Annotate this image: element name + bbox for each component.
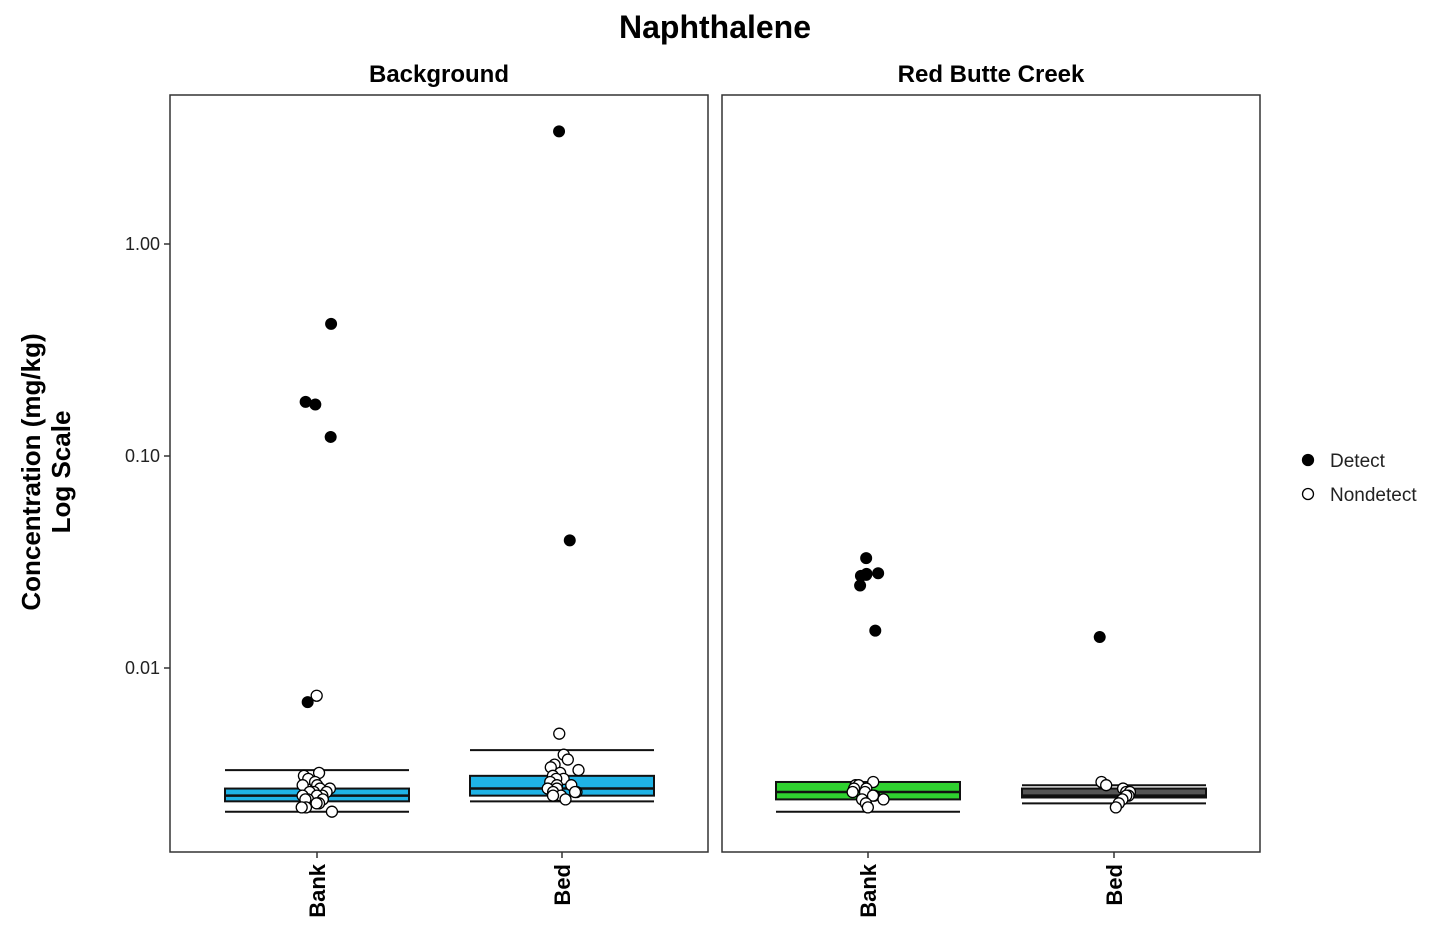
detect-point [301,696,314,709]
nondetect-point [1109,801,1123,814]
legend-nondetect-marker [1301,487,1315,501]
detect-point [325,317,338,330]
detect-point [869,624,882,637]
detect-point [872,567,885,580]
nondetect-point [877,793,890,806]
nondetect-point [568,785,582,799]
group-bed: Bed [469,125,655,906]
panel-title: Red Butte Creek [898,61,1085,88]
detect-point [563,534,576,547]
y-axis-label: Concentration (mg/kg) Log Scale [16,333,76,610]
nondetect-point [310,797,323,810]
x-tick-label: Bank [856,863,881,918]
legend-nondetect-label: Nondetect [1330,485,1417,506]
detect-point [324,430,337,443]
y-axis-label-line1: Concentration (mg/kg) [16,333,46,610]
panel-frame [721,94,1261,853]
chart-title: Naphthalene [619,9,811,45]
group-bank: Bank [224,317,410,918]
legend-detect-label: Detect [1330,451,1386,472]
x-tick-label: Bed [550,864,575,906]
nondetect-point [559,793,572,806]
nondetect-point [1100,779,1113,792]
x-tick-label: Bed [1102,864,1127,906]
nondetect-point [553,727,566,740]
legend: Detect Nondetect [1301,451,1417,506]
panel-title: Background [369,61,509,88]
nondetect-point [572,763,585,777]
panel-1: Red Butte Creek Bank Bed [721,61,1261,918]
x-tick-label: Bank [305,863,330,918]
box [1021,787,1207,799]
nondetect-point [546,789,560,802]
detect-point [854,579,867,592]
y-axis-label-line2: Log Scale [46,411,76,534]
nondetect-point [310,689,323,702]
y-tick-label: 0.10 [125,446,160,466]
y-tick-label: 1.00 [125,234,160,254]
group-bed: Bed [1021,631,1207,906]
legend-detect-marker [1301,453,1315,467]
nondetect-point [861,801,875,814]
panel-0: Background 1.00 0.10 0.01 Bank Bed [125,61,709,918]
panel-frame [169,94,709,853]
detect-point [309,398,322,411]
group-bank: Bank [775,552,961,918]
detect-point [860,552,873,565]
detect-point [1093,631,1106,644]
nondetect-point [561,753,574,766]
nondetect-point [866,789,880,802]
nondetect-point [325,805,339,818]
detect-point [553,125,566,138]
nondetect-point [846,785,859,799]
nondetect-point [295,801,308,814]
y-tick-label: 0.01 [125,658,160,678]
